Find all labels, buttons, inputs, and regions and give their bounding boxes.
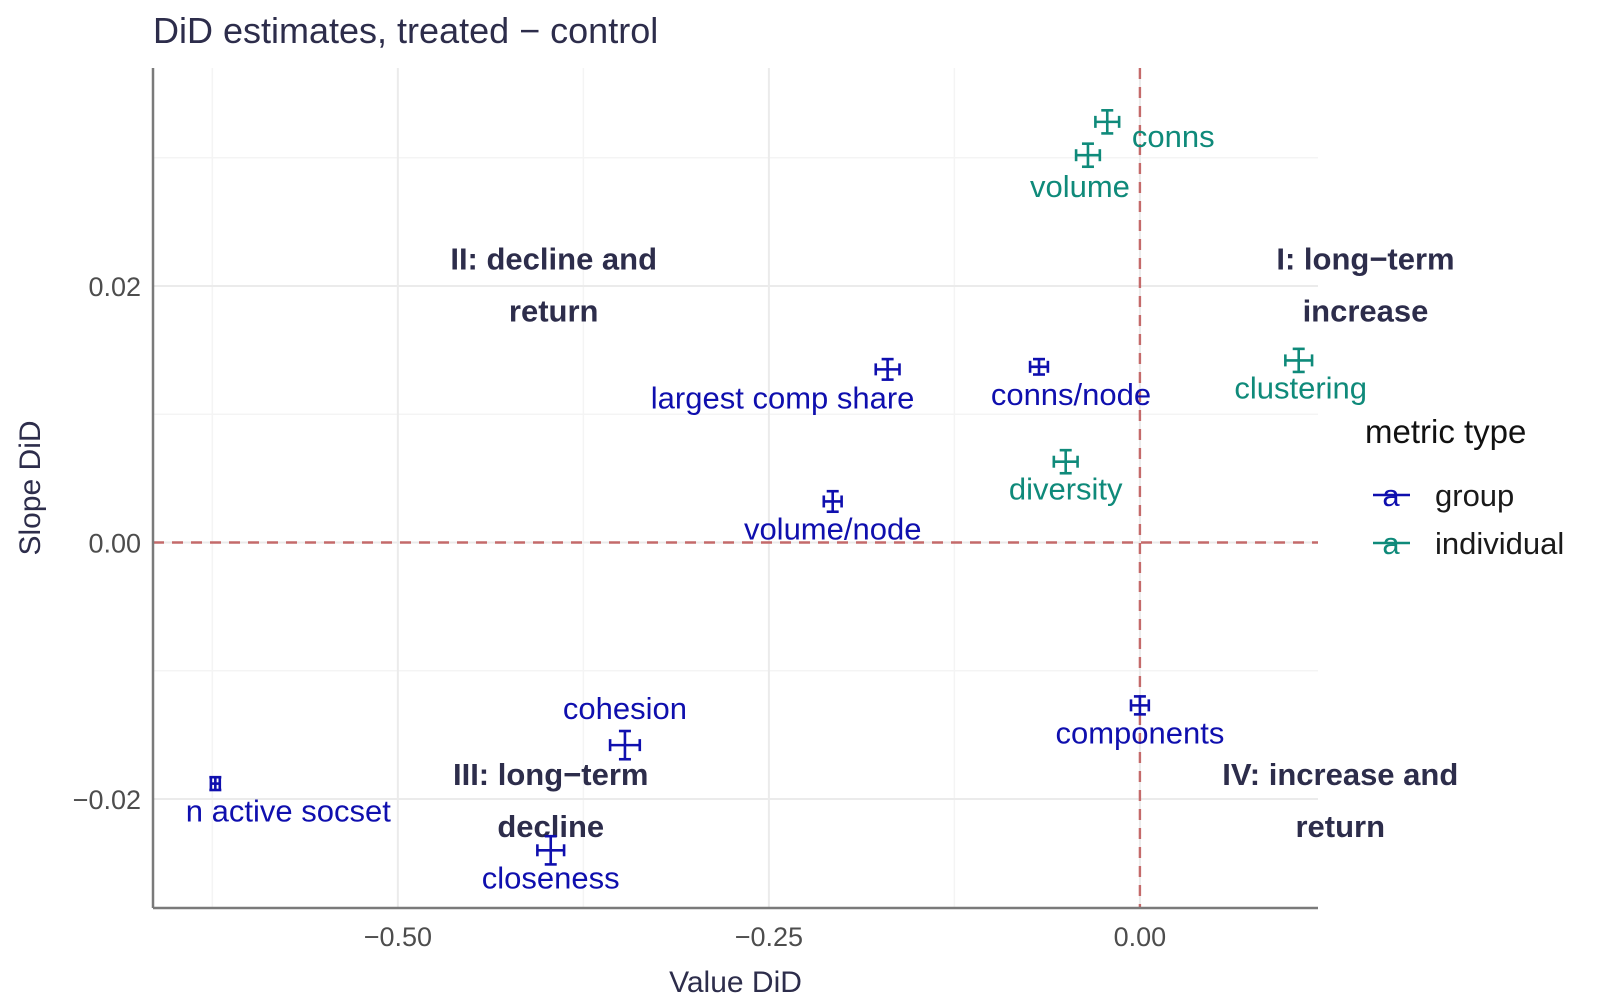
grid bbox=[153, 68, 1318, 908]
legend-key-glyph: a bbox=[1382, 478, 1400, 513]
data-point bbox=[874, 357, 901, 381]
y-axis-title: Slope DiD bbox=[14, 420, 47, 555]
x-tick-label: −0.25 bbox=[735, 922, 803, 952]
x-tick-label: −0.50 bbox=[364, 922, 432, 952]
y-tick-label: 0.00 bbox=[88, 529, 141, 559]
x-tick-label: 0.00 bbox=[1114, 922, 1167, 952]
legend-key-glyph: a bbox=[1382, 526, 1400, 561]
legend-entry: a group bbox=[1373, 478, 1514, 513]
point-label: largest comp share bbox=[651, 380, 915, 415]
data-point bbox=[1074, 142, 1102, 169]
y-tick-label: −0.02 bbox=[73, 785, 141, 815]
quadrant-label: increase bbox=[1303, 294, 1429, 329]
quadrant-label: III: long−term bbox=[453, 757, 649, 792]
data-point bbox=[536, 834, 566, 866]
x-axis-title: Value DiD bbox=[669, 966, 802, 999]
reference-lines bbox=[153, 68, 1318, 908]
point-label: n active socset bbox=[186, 794, 391, 829]
quadrant-label: II: decline and bbox=[450, 242, 657, 277]
chart-title: DiD estimates, treated − control bbox=[153, 10, 658, 51]
y-tick-label: 0.02 bbox=[88, 272, 141, 302]
data-point bbox=[608, 729, 642, 761]
point-label: volume bbox=[1030, 169, 1130, 204]
quadrant-labels: I: long−term increase II: decline and retur… bbox=[450, 242, 1458, 845]
data-point bbox=[1052, 448, 1079, 475]
point-label: closeness bbox=[482, 860, 620, 895]
point-label: clustering bbox=[1234, 370, 1367, 405]
point-label: diversity bbox=[1009, 472, 1123, 507]
data-point bbox=[1284, 347, 1314, 374]
point-label: volume/node bbox=[744, 511, 922, 546]
data-point bbox=[209, 775, 222, 792]
legend-entry: a individual bbox=[1373, 526, 1564, 561]
point-label: cohesion bbox=[563, 691, 687, 726]
legend-title: metric type bbox=[1365, 413, 1526, 450]
point-label: conns bbox=[1132, 119, 1215, 154]
quadrant-label: I: long−term bbox=[1276, 242, 1454, 277]
data-points bbox=[209, 109, 1314, 866]
quadrant-label: return bbox=[509, 294, 599, 329]
quadrant-label: IV: increase and bbox=[1222, 757, 1458, 792]
quadrant-label: return bbox=[1295, 809, 1385, 844]
point-label: conns/node bbox=[991, 377, 1151, 412]
data-point bbox=[1094, 109, 1121, 135]
data-point bbox=[1028, 357, 1050, 376]
axes: −0.50 −0.25 0.00 −0.02 0.00 0.02 bbox=[73, 68, 1318, 952]
data-point bbox=[1129, 695, 1151, 716]
point-label: components bbox=[1055, 715, 1224, 750]
legend-label: individual bbox=[1435, 526, 1564, 561]
legend-label: group bbox=[1435, 478, 1514, 513]
data-point bbox=[822, 489, 843, 514]
